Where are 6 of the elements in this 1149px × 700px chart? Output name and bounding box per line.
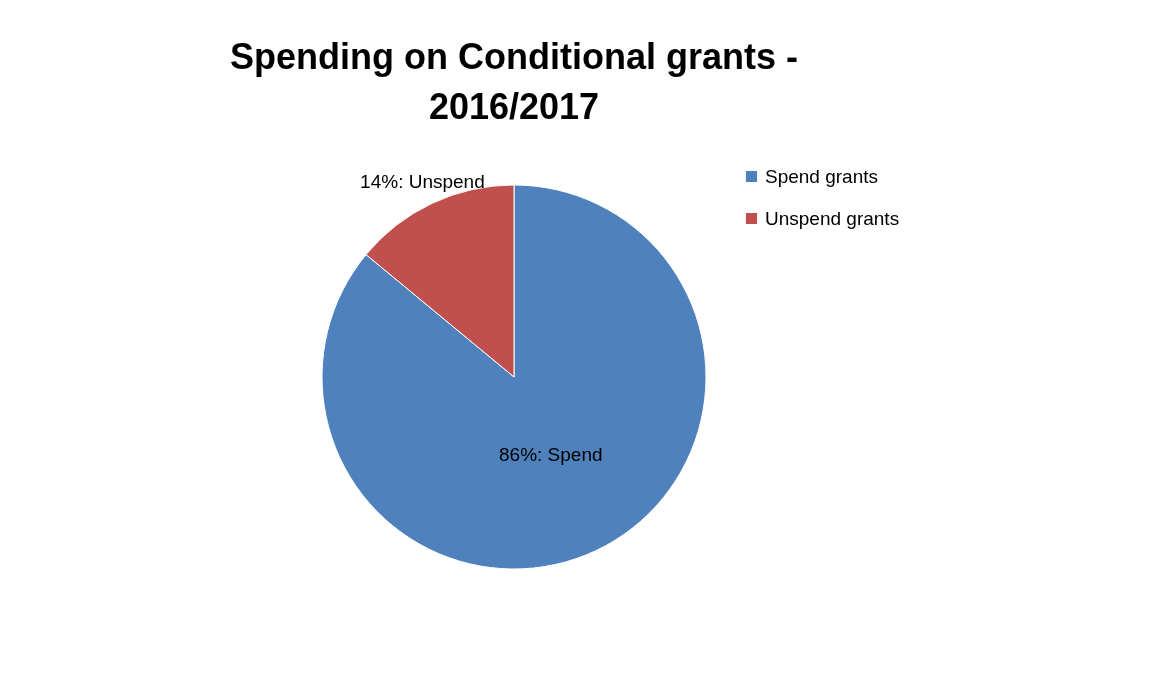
- data-label: 14%: Unspend: [360, 171, 485, 193]
- text: 2016/2017: [428, 86, 600, 127]
- legend-label: Unspend grants: [765, 207, 900, 229]
- text: Spending on Conditional grants -: [230, 36, 798, 77]
- legend-label: Spend grants: [765, 165, 879, 187]
- data-label: 86%: Spend: [499, 444, 603, 466]
